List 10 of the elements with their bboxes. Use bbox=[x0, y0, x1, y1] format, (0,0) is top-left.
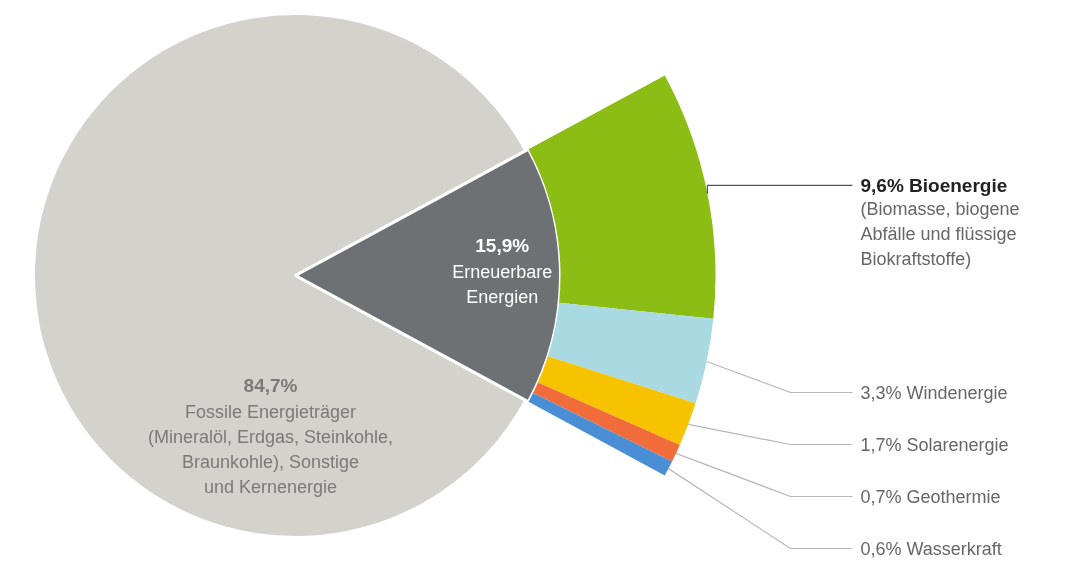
text: 1,7% Solarenergie bbox=[860, 434, 1009, 455]
category-label: (Biomasse, biogene Abfälle und flüssige Biokraftstoffe) bbox=[860, 199, 1020, 270]
text: 9,6% Bioenergie bbox=[860, 174, 1008, 196]
slice-label: Erneuerbare Energien bbox=[452, 261, 553, 307]
data-label: 84,7% bbox=[243, 375, 298, 396]
text: 3,3% Windenergie bbox=[860, 382, 1008, 403]
data-label: 15,9% bbox=[475, 235, 530, 256]
slice-label: Fossile Energieträger (Mineralöl, Erdgas, Steinkohle, Braunkohle), Sonstige und Kernenergie bbox=[147, 401, 394, 497]
text: 0,7% Geothermie bbox=[860, 486, 1001, 507]
text: 0,6% Wasserkraft bbox=[860, 538, 1002, 559]
